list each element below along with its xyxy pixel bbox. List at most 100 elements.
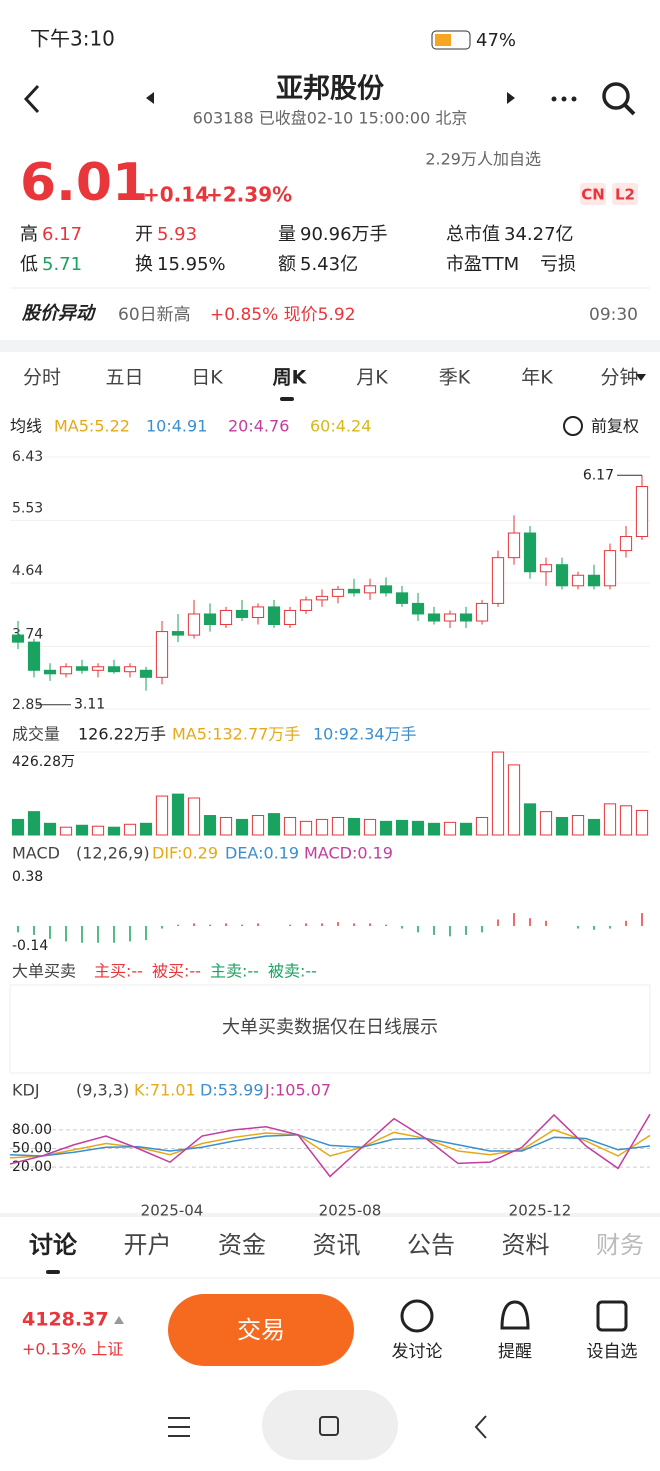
candle-body	[331, 588, 345, 597]
discuss-icon[interactable]	[400, 1299, 434, 1333]
change: +0.14	[143, 183, 209, 207]
kdj-line	[9, 1134, 651, 1157]
ma-label: 均线	[10, 417, 42, 436]
kdj-line	[9, 1129, 651, 1159]
candle-body	[107, 666, 121, 673]
ma-item: 20:4.76	[228, 417, 289, 436]
volume-bar	[59, 826, 73, 836]
period-tab: 五日	[105, 367, 143, 389]
period-tab: 日K	[191, 367, 223, 389]
trade-text: 交易	[237, 1316, 285, 1344]
macd-params: (12,26,9)	[76, 844, 150, 863]
tab-indicator	[280, 397, 294, 401]
y-tick-label: 50.00	[12, 1141, 52, 1157]
home-button[interactable]	[262, 1390, 398, 1460]
volume-bar	[203, 815, 217, 836]
macd-dea: DEA:0.19	[225, 844, 299, 863]
search-icon	[623, 103, 636, 116]
candle-body	[43, 669, 57, 675]
candle-body	[539, 564, 553, 573]
badge	[612, 183, 638, 205]
ma-item: MA5:5.22	[54, 417, 130, 436]
change-pct: +2.39%	[206, 183, 292, 207]
trade-button[interactable]	[168, 1294, 354, 1366]
volume-bar	[219, 816, 233, 836]
volume-bar	[427, 822, 441, 836]
volume-bar	[363, 818, 377, 836]
volume-bar	[459, 822, 473, 836]
kdj-line	[9, 1113, 651, 1178]
volume-bar	[507, 764, 521, 836]
period-tab: 月K	[356, 367, 388, 389]
watch-icon[interactable]	[596, 1300, 628, 1332]
candle-body	[219, 609, 233, 626]
volume-bar	[27, 811, 41, 836]
kdj-d: D:53.99	[200, 1081, 264, 1100]
volume-bar	[331, 816, 345, 836]
more-icon[interactable]	[551, 96, 577, 102]
y-tick-label: 2.85	[12, 697, 43, 713]
stat-value: 5.43亿	[300, 254, 358, 275]
menu-icon[interactable]	[168, 1417, 190, 1437]
candle-body	[523, 532, 537, 573]
macd-value: MACD:0.19	[304, 844, 393, 863]
nav-back[interactable]	[474, 1415, 487, 1439]
volume-bar	[539, 811, 553, 836]
next-icon[interactable]	[507, 92, 515, 104]
badge-text: L2	[615, 186, 635, 204]
x-label: 2025-08	[319, 1202, 382, 1220]
bell-icon[interactable]	[500, 1300, 530, 1330]
search-icon[interactable]	[602, 82, 630, 110]
stat-label: 高	[20, 224, 38, 245]
separator	[0, 1213, 660, 1217]
volume-bar	[587, 818, 601, 836]
candle-body	[507, 532, 521, 559]
orders-item: 主买:--	[94, 962, 143, 981]
x-label: 2025-04	[141, 1202, 204, 1220]
candle-body	[443, 613, 457, 622]
candle-body	[59, 666, 73, 675]
battery	[431, 30, 471, 50]
followers: 2.29万人加自选	[425, 150, 541, 169]
action-label: 发讨论	[392, 1342, 443, 1362]
adjust-label: 前复权	[591, 417, 639, 436]
volume-bar	[43, 822, 57, 836]
dropdown-icon[interactable]	[636, 374, 646, 381]
stat-label: 换	[135, 254, 153, 275]
stat-value: 5.93	[157, 224, 197, 245]
candle-body	[619, 536, 633, 552]
bottom-tab: 资讯	[313, 1231, 361, 1259]
badge	[580, 183, 606, 205]
separator	[0, 340, 660, 352]
back-icon[interactable]	[23, 84, 40, 114]
period-tab: 分钟	[600, 367, 638, 389]
index-change: +0.13% 上证	[22, 1340, 123, 1359]
battery-level	[435, 34, 451, 46]
ma-item: 10:4.91	[146, 417, 207, 436]
ma-item: 60:4.24	[310, 417, 371, 436]
bottom-tab: 讨论	[29, 1231, 78, 1259]
candle-body	[491, 557, 505, 604]
stock-subtitle: 603188 已收盘02-10 15:00:00 北京	[193, 109, 468, 128]
volume-bar	[443, 821, 457, 836]
candle-body	[123, 666, 137, 673]
volume-bar	[347, 817, 361, 836]
y-tick-label: 4.64	[12, 563, 43, 579]
candle-body	[411, 602, 425, 615]
y-tick-label: -0.14	[12, 938, 48, 954]
bottom-tab: 资金	[218, 1231, 266, 1259]
candle-body	[235, 609, 249, 618]
action-label: 提醒	[498, 1342, 532, 1362]
volume-bar	[299, 820, 313, 836]
alert-time: 09:30	[589, 305, 638, 325]
adjust-icon[interactable]	[563, 416, 583, 436]
price: 6.01	[20, 153, 148, 213]
stat-value: 亏损	[540, 254, 576, 275]
prev-icon[interactable]	[146, 92, 154, 104]
stat-value: 5.71	[42, 254, 82, 275]
alert-value: +0.85% 现价5.92	[210, 305, 356, 325]
stat-value: 6.17	[42, 224, 82, 245]
low-label: 3.11	[74, 697, 105, 713]
up-arrow	[114, 1316, 124, 1324]
